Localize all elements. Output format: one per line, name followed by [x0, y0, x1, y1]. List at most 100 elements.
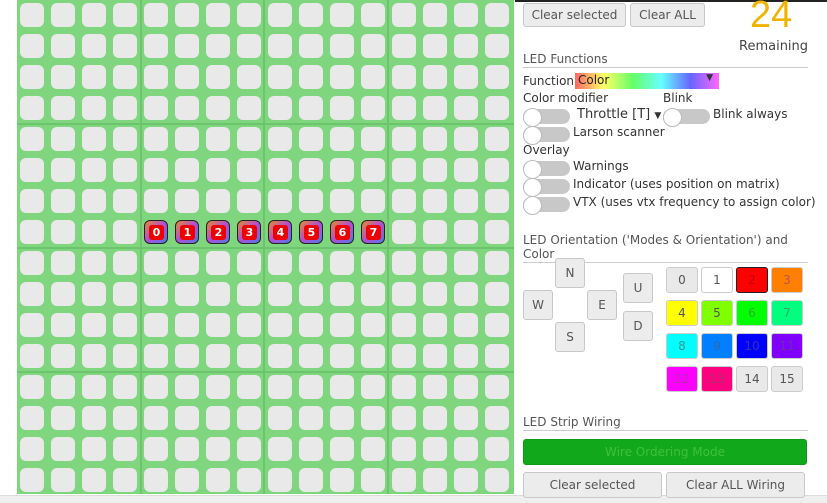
led-cell[interactable]: [113, 344, 137, 368]
throttle-toggle[interactable]: [523, 108, 570, 127]
led-cell[interactable]: [299, 375, 323, 399]
led-cell[interactable]: [144, 468, 168, 492]
led-cell[interactable]: [237, 468, 261, 492]
led-cell-selected[interactable]: 2: [206, 220, 230, 244]
led-cell[interactable]: [20, 96, 44, 120]
led-cell[interactable]: [330, 127, 354, 151]
led-cell[interactable]: [113, 437, 137, 461]
led-cell[interactable]: [268, 468, 292, 492]
color-3-button[interactable]: 3: [771, 267, 803, 293]
led-cell[interactable]: [51, 313, 75, 337]
led-cell[interactable]: [330, 251, 354, 275]
clear-all-wiring-button[interactable]: Clear ALL Wiring: [666, 472, 805, 498]
blink-always-toggle[interactable]: [663, 108, 710, 127]
led-cell[interactable]: [113, 189, 137, 213]
clear-selected-button[interactable]: Clear selected: [523, 3, 626, 27]
led-cell[interactable]: [299, 158, 323, 182]
led-cell[interactable]: [20, 127, 44, 151]
led-cell[interactable]: [485, 65, 509, 89]
led-cell[interactable]: [237, 65, 261, 89]
led-cell[interactable]: [330, 96, 354, 120]
led-cell[interactable]: [175, 437, 199, 461]
led-cell[interactable]: [423, 65, 447, 89]
indicator-toggle[interactable]: [523, 178, 570, 197]
led-cell[interactable]: [113, 313, 137, 337]
led-cell[interactable]: [51, 406, 75, 430]
direction-n-button[interactable]: N: [555, 258, 585, 288]
led-cell[interactable]: [423, 127, 447, 151]
led-cell[interactable]: [82, 189, 106, 213]
led-cell[interactable]: [82, 468, 106, 492]
led-cell[interactable]: [485, 375, 509, 399]
led-cell[interactable]: [237, 158, 261, 182]
color-1-button[interactable]: 1: [701, 267, 733, 293]
led-cell-selected[interactable]: 4: [268, 220, 292, 244]
led-cell[interactable]: [20, 158, 44, 182]
led-cell[interactable]: [454, 468, 478, 492]
led-cell[interactable]: [299, 344, 323, 368]
led-cell[interactable]: [113, 220, 137, 244]
led-cell[interactable]: [206, 468, 230, 492]
led-cell[interactable]: [330, 437, 354, 461]
led-cell[interactable]: [268, 34, 292, 58]
led-cell[interactable]: [113, 251, 137, 275]
led-cell[interactable]: [454, 406, 478, 430]
led-cell[interactable]: [144, 127, 168, 151]
led-cell-selected[interactable]: 1: [175, 220, 199, 244]
function-select[interactable]: Color ▼: [575, 73, 719, 89]
led-cell[interactable]: [485, 34, 509, 58]
color-2-button[interactable]: 2: [736, 267, 768, 293]
led-cell[interactable]: [113, 65, 137, 89]
led-cell[interactable]: [175, 406, 199, 430]
led-cell[interactable]: [268, 437, 292, 461]
led-cell[interactable]: [175, 34, 199, 58]
color-5-button[interactable]: 5: [701, 300, 733, 326]
led-cell[interactable]: [268, 313, 292, 337]
led-cell[interactable]: [82, 158, 106, 182]
led-cell[interactable]: [454, 65, 478, 89]
led-cell[interactable]: [299, 468, 323, 492]
led-cell[interactable]: [485, 158, 509, 182]
led-cell[interactable]: [175, 3, 199, 27]
led-cell[interactable]: [299, 437, 323, 461]
led-cell[interactable]: [423, 189, 447, 213]
led-cell[interactable]: [175, 65, 199, 89]
led-cell[interactable]: [299, 65, 323, 89]
led-cell[interactable]: [485, 344, 509, 368]
led-cell[interactable]: [268, 375, 292, 399]
led-cell[interactable]: [423, 282, 447, 306]
throttle-select[interactable]: Throttle [T] ▼: [577, 107, 661, 122]
led-cell[interactable]: [454, 34, 478, 58]
led-cell[interactable]: [113, 158, 137, 182]
led-cell[interactable]: [423, 375, 447, 399]
led-cell[interactable]: [454, 251, 478, 275]
led-cell[interactable]: [361, 437, 385, 461]
led-cell[interactable]: [237, 437, 261, 461]
led-cell[interactable]: [237, 251, 261, 275]
led-cell[interactable]: [392, 282, 416, 306]
led-cell[interactable]: [361, 468, 385, 492]
led-cell[interactable]: [454, 127, 478, 151]
led-cell[interactable]: [268, 189, 292, 213]
led-cell[interactable]: [20, 34, 44, 58]
led-cell[interactable]: [454, 189, 478, 213]
led-cell[interactable]: [175, 468, 199, 492]
led-cell[interactable]: [485, 220, 509, 244]
led-cell[interactable]: [113, 34, 137, 58]
led-cell[interactable]: [454, 437, 478, 461]
led-cell[interactable]: [206, 313, 230, 337]
led-cell[interactable]: [113, 468, 137, 492]
led-cell-selected[interactable]: 7: [361, 220, 385, 244]
led-cell[interactable]: [175, 96, 199, 120]
vtx-toggle[interactable]: [523, 196, 570, 215]
led-cell[interactable]: [82, 220, 106, 244]
led-cell[interactable]: [392, 189, 416, 213]
led-cell[interactable]: [206, 251, 230, 275]
led-cell[interactable]: [237, 189, 261, 213]
led-cell[interactable]: [361, 189, 385, 213]
led-cell[interactable]: [361, 282, 385, 306]
led-cell[interactable]: [485, 189, 509, 213]
led-cell[interactable]: [423, 468, 447, 492]
led-cell[interactable]: [268, 282, 292, 306]
led-cell[interactable]: [51, 251, 75, 275]
